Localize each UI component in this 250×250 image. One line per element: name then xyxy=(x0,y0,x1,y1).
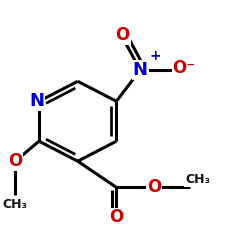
Text: O: O xyxy=(147,178,161,196)
Text: O: O xyxy=(116,26,130,44)
Text: O⁻: O⁻ xyxy=(172,58,195,76)
Text: CH₃: CH₃ xyxy=(3,198,28,211)
Text: +: + xyxy=(149,49,161,63)
Text: CH₃: CH₃ xyxy=(185,174,210,186)
Text: O: O xyxy=(109,208,124,226)
Text: O: O xyxy=(8,152,22,170)
Text: N: N xyxy=(133,61,148,79)
Text: N: N xyxy=(29,92,44,110)
